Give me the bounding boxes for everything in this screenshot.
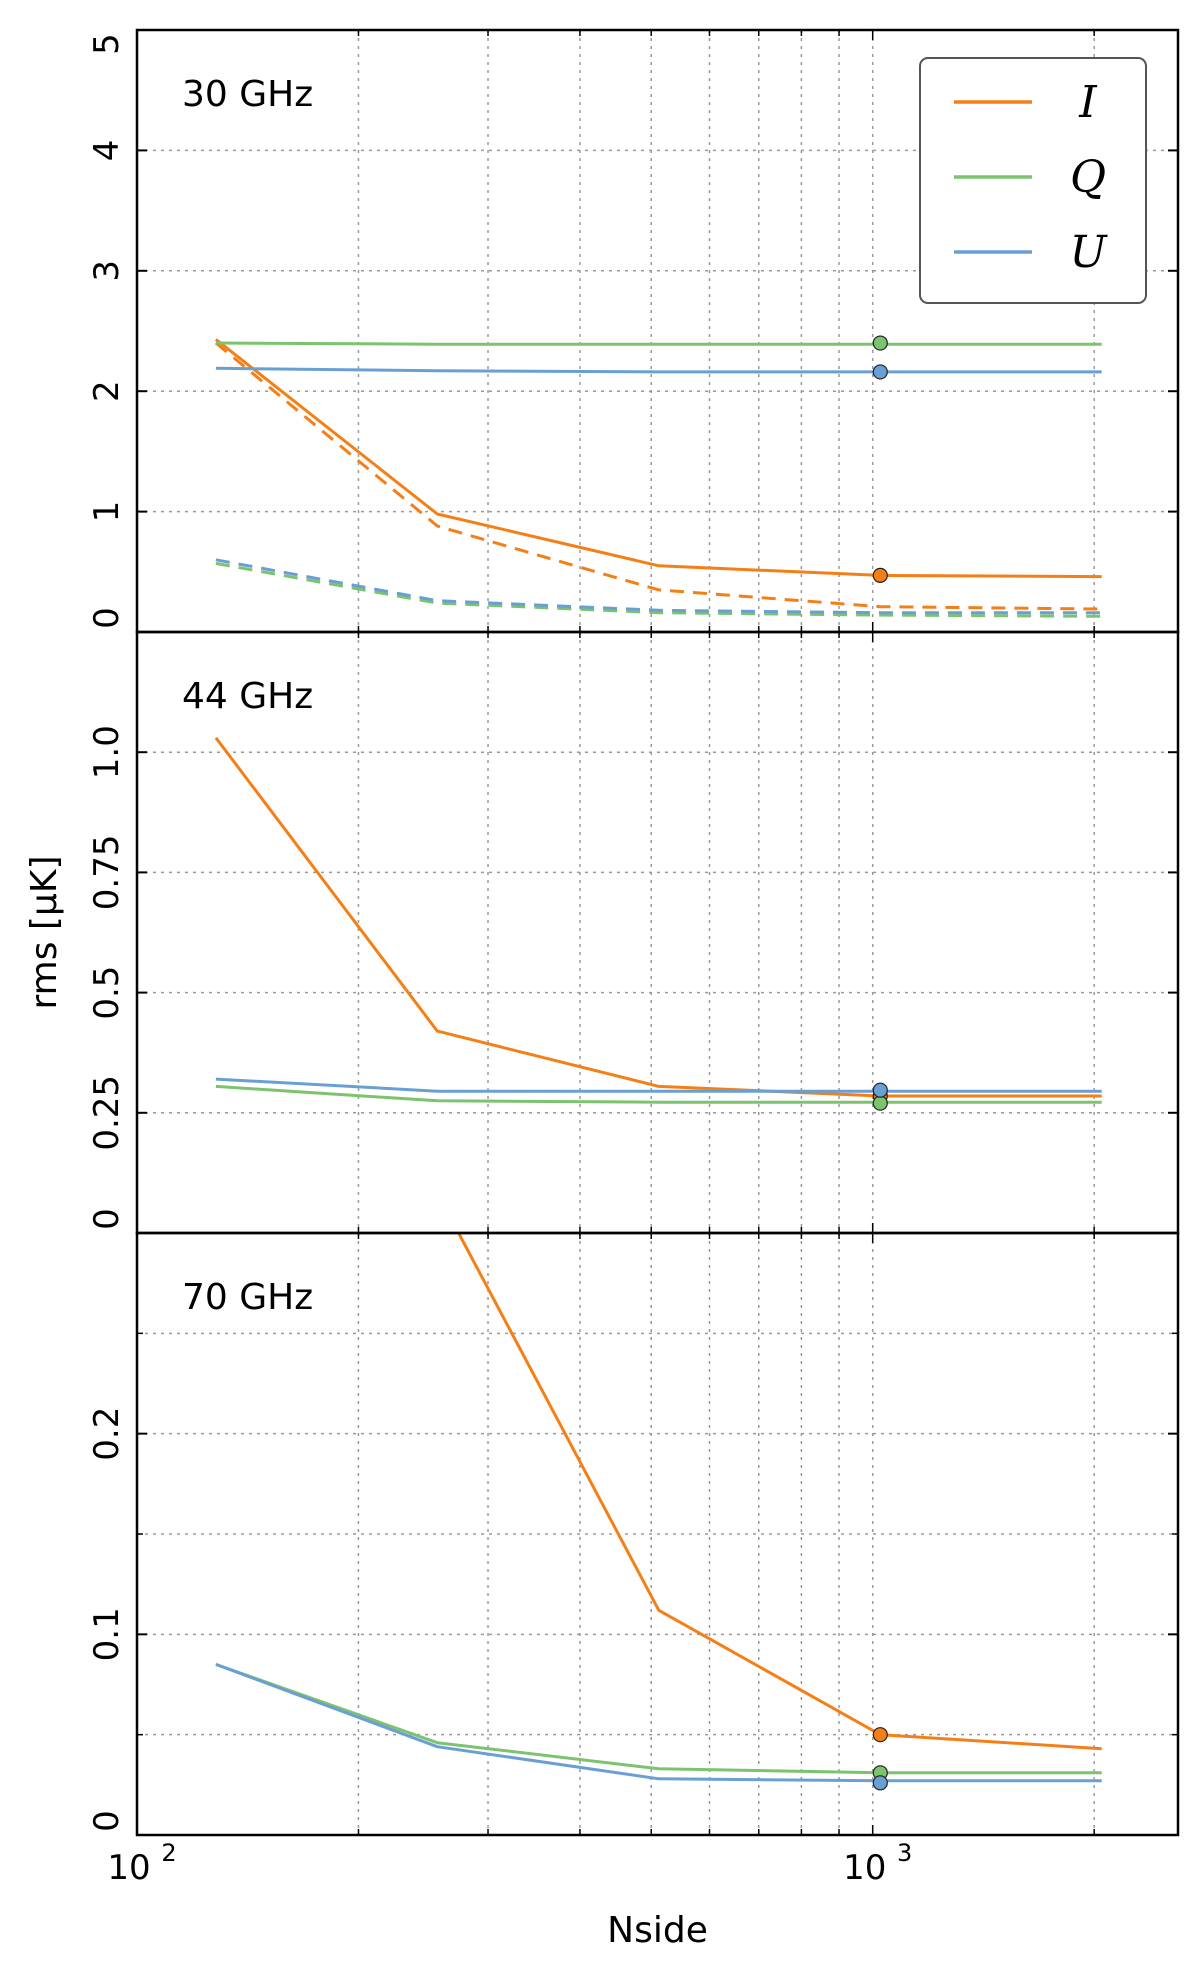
- series-line-I: [456, 1233, 1102, 1751]
- series-line-I: [214, 736, 1102, 1098]
- label-layer: 0 1 2 3 4 5 30 GHz 0 0.25 0.5 0.75 1.0 44 GHz 0 0.1 0.2…: [24, 33, 912, 1951]
- marker-Q: [872, 335, 888, 351]
- y-tick-label: 0: [87, 1208, 127, 1230]
- legend-box: [919, 57, 1147, 304]
- y-tick-label: 0.25: [87, 1075, 127, 1151]
- y-tick-label: 1: [87, 501, 127, 523]
- series-line-Q-dashed: [215, 561, 1102, 618]
- y-tick-label: 2: [87, 380, 127, 402]
- marker-Q: [872, 1095, 888, 1111]
- legend-label-U: U: [1069, 227, 1108, 278]
- series-line-I-dashed: [214, 341, 1102, 611]
- marker-U: [872, 1082, 888, 1098]
- frame-layer: [135, 28, 1180, 1837]
- series-line-I: [214, 338, 1102, 579]
- marker-U: [872, 1775, 888, 1791]
- series-line-U: [215, 366, 1102, 374]
- x-tick-label: 10: [843, 1848, 886, 1888]
- series-line-U: [215, 1662, 1102, 1783]
- y-tick-label: 1.0: [87, 725, 127, 779]
- x-tick-exponent: 3: [897, 1839, 912, 1867]
- legend-label-Q: Q: [1070, 152, 1106, 203]
- y-tick-label: 5: [87, 33, 127, 55]
- panel-label: 70 GHz: [182, 1277, 313, 1318]
- marker-I: [872, 567, 888, 584]
- marker-U: [872, 364, 888, 380]
- y-tick-label: 0: [87, 607, 127, 629]
- panel-series-group: [214, 736, 1102, 1104]
- y-tick-label: 3: [87, 260, 127, 282]
- panel-series-group: [214, 338, 1102, 618]
- y-tick-label: 0.1: [87, 1607, 127, 1661]
- y-tick-label: 4: [87, 140, 127, 162]
- y-tick-label: 0: [87, 1810, 127, 1832]
- y-tick-label: 0.5: [87, 966, 127, 1020]
- panel-series-group: [215, 1233, 1102, 1783]
- y-tick-label: 0.75: [87, 835, 127, 911]
- x-tick-exponent: 2: [161, 1839, 176, 1867]
- series-line-Q: [215, 1084, 1102, 1104]
- y-axis-title: rms [μK]: [24, 855, 65, 1009]
- series-line-Q: [215, 1662, 1102, 1775]
- panel-label: 44 GHz: [182, 676, 313, 717]
- series-line-U: [215, 1077, 1102, 1093]
- x-axis-title: Nside: [607, 1910, 708, 1951]
- data-layer: [214, 335, 1102, 1791]
- marker-I: [872, 1727, 888, 1743]
- legend-label-I: I: [1078, 77, 1098, 128]
- series-line-Q: [215, 341, 1102, 346]
- x-tick-label: 10: [107, 1848, 150, 1888]
- grid-layer: [137, 30, 1178, 1835]
- legend: IQU: [919, 57, 1147, 304]
- y-tick-label: 0.2: [87, 1407, 127, 1461]
- series-line-U-dashed: [215, 558, 1102, 615]
- panel-label: 30 GHz: [182, 74, 313, 115]
